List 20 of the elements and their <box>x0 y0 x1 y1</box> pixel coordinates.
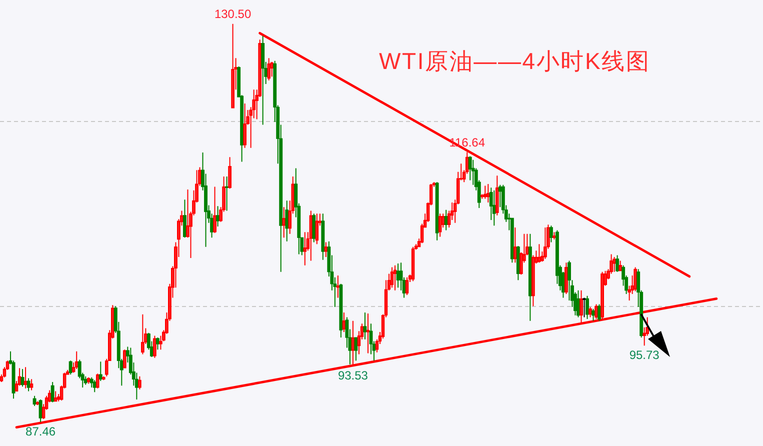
annotation: 130.50 <box>214 7 252 22</box>
candlestick <box>261 35 265 126</box>
candlestick <box>50 381 54 403</box>
candlestick <box>183 199 186 238</box>
candlestick <box>586 295 589 320</box>
candlestick <box>68 360 72 376</box>
text: WTI原油——4小时K线图 <box>379 48 650 75</box>
candlestick <box>321 213 325 260</box>
candlestick <box>435 182 439 241</box>
candlestick <box>354 337 358 362</box>
candlestick <box>98 361 102 382</box>
annotation: 93.53 <box>338 368 368 382</box>
candlestick <box>20 368 24 388</box>
candlestick <box>468 156 472 181</box>
candlestick <box>363 312 367 340</box>
candlestick <box>216 206 220 228</box>
annotation: 95.73 <box>629 348 660 362</box>
candlestick <box>339 283 343 338</box>
annotation: 87.46 <box>26 424 56 438</box>
candlestick <box>510 218 514 264</box>
